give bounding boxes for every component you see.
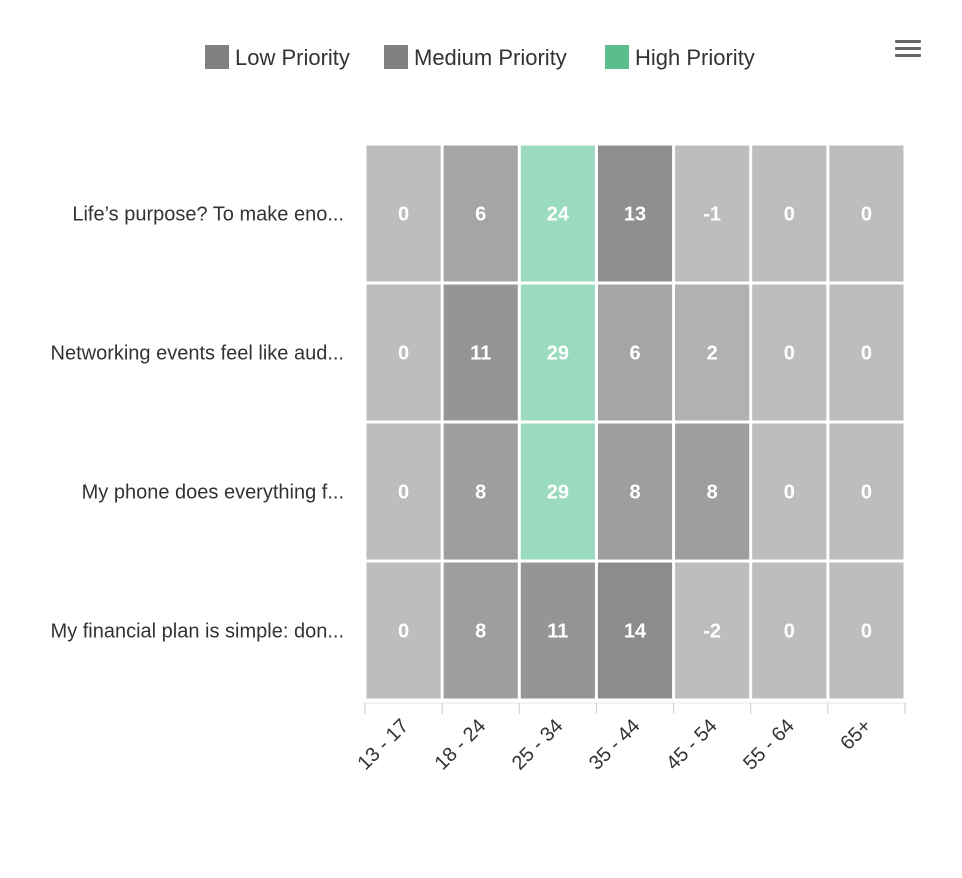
cell-value-label: -2 — [703, 621, 721, 643]
x-axis-label: 55 - 64 — [739, 715, 799, 775]
x-axis-label: 45 - 54 — [662, 715, 722, 775]
y-axis-label: My phone does everything f... — [82, 482, 344, 504]
heatmap-cell[interactable] — [520, 423, 595, 560]
cell-value-label: 0 — [861, 482, 872, 504]
cell-value-label: -1 — [703, 204, 721, 226]
cell-value-label: 8 — [475, 482, 486, 504]
cell-value-label: 0 — [398, 343, 409, 365]
heatmap-cell[interactable] — [829, 145, 904, 282]
heatmap-cell[interactable] — [752, 562, 827, 699]
heatmap-cell[interactable] — [520, 562, 595, 699]
hamburger-menu-icon[interactable] — [890, 34, 926, 64]
y-axis-label: My financial plan is simple: don... — [51, 621, 344, 643]
heatmap-cell[interactable] — [597, 284, 673, 421]
cell-value-label: 0 — [398, 621, 409, 643]
legend-swatch[interactable] — [605, 45, 629, 69]
heatmap-cell[interactable] — [675, 423, 750, 560]
cell-value-label: 0 — [398, 482, 409, 504]
x-axis-label: 25 - 34 — [508, 715, 568, 775]
legend-label[interactable]: Low Priority — [235, 45, 350, 70]
cell-value-label: 2 — [707, 343, 718, 365]
cell-value-label: 11 — [547, 621, 568, 643]
cell-value-label: 0 — [398, 204, 409, 226]
cell-value-label: 0 — [861, 343, 872, 365]
y-axis-label: Networking events feel like aud... — [51, 343, 345, 365]
y-axis-labels: Life’s purpose? To make eno... Networking… — [51, 204, 345, 643]
cell-value-label: 29 — [547, 482, 569, 504]
legend-label[interactable]: High Priority — [635, 45, 755, 70]
heatmap-cell[interactable] — [366, 423, 441, 560]
heatmap-cell[interactable] — [752, 145, 827, 282]
cell-value-label: 11 — [470, 343, 491, 365]
heatmap-cell[interactable] — [520, 145, 595, 282]
heatmap-cell[interactable] — [829, 562, 904, 699]
cell-value-label: 6 — [629, 343, 640, 365]
cell-value-label: 0 — [784, 343, 795, 365]
cell-value-label: 8 — [629, 482, 640, 504]
cell-value-label: 29 — [547, 343, 569, 365]
heatmap-cell[interactable] — [597, 562, 673, 699]
heatmap-cell[interactable] — [752, 423, 827, 560]
cell-value-label: 0 — [861, 204, 872, 226]
heatmap-cell[interactable] — [829, 423, 904, 560]
x-axis-label: 35 - 44 — [585, 715, 645, 775]
heatmap-cell[interactable] — [366, 284, 441, 421]
x-axis-label: 18 - 24 — [431, 715, 491, 775]
heatmap-cell[interactable] — [366, 562, 441, 699]
cell-value-label: 0 — [784, 621, 795, 643]
heatmap-cell[interactable] — [675, 562, 750, 699]
x-axis: 13 - 17 18 - 24 25 - 34 35 - 44 45 - 54 55 - … — [354, 702, 907, 775]
cell-value-label: 24 — [547, 204, 570, 226]
heatmap-cell[interactable] — [443, 562, 518, 699]
legend: Low Priority Medium Priority High Priority — [205, 45, 755, 70]
heatmap-cell[interactable] — [597, 145, 673, 282]
legend-swatch[interactable] — [205, 45, 229, 69]
cell-value-label: 14 — [624, 621, 647, 643]
cell-value-label: 0 — [784, 482, 795, 504]
cell-value-label: 0 — [861, 621, 872, 643]
legend-swatch[interactable] — [384, 45, 408, 69]
heatmap-cell[interactable] — [675, 145, 750, 282]
heatmap-cell[interactable] — [366, 145, 441, 282]
cell-value-label: 0 — [784, 204, 795, 226]
cell-value-label: 8 — [475, 621, 486, 643]
heatmap-cell[interactable] — [443, 145, 518, 282]
heatmap-cells: 0 6 24 13 -1 0 0 0 11 29 6 2 0 0 0 8 29 8 8 0 0 0 8 11 14 -2 0 0 — [366, 145, 904, 699]
y-axis-label: Life’s purpose? To make eno... — [72, 204, 344, 226]
legend-label[interactable]: Medium Priority — [414, 45, 567, 70]
heatmap-cell[interactable] — [597, 423, 673, 560]
cell-value-label: 8 — [707, 482, 718, 504]
heatmap-cell[interactable] — [443, 423, 518, 560]
heatmap-cell[interactable] — [752, 284, 827, 421]
cell-value-label: 13 — [624, 204, 646, 226]
heatmap-cell[interactable] — [675, 284, 750, 421]
heatmap-cell[interactable] — [520, 284, 595, 421]
heatmap-cell[interactable] — [829, 284, 904, 421]
x-axis-label: 65+ — [836, 715, 876, 755]
cell-value-label: 6 — [475, 204, 486, 226]
x-axis-label: 13 - 17 — [354, 715, 414, 775]
heatmap-cell[interactable] — [443, 284, 518, 421]
